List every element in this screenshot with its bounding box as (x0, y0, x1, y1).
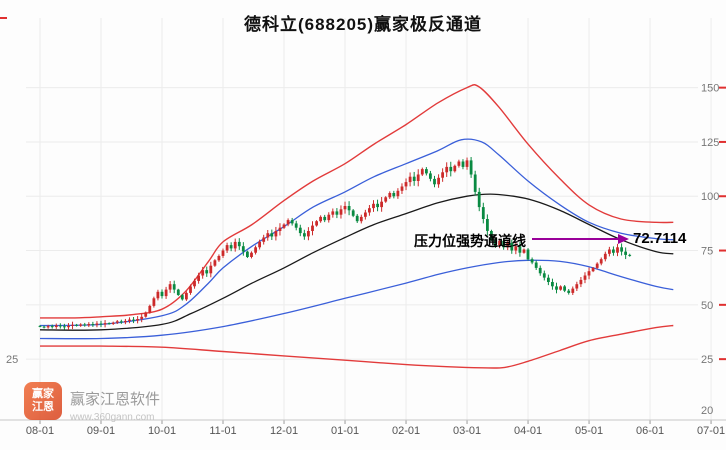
y-axis-label: 25 (701, 354, 713, 366)
x-axis-label: 07-01 (697, 425, 725, 437)
annotation-price-value: 72.7114 (633, 230, 687, 247)
candles (38, 157, 632, 331)
y-axis-label: 75 (701, 246, 713, 258)
page-title: 德科立(688205)赢家极反通道 (243, 15, 483, 34)
x-axis-label: 03-01 (453, 425, 481, 437)
x-axis-label: 06-01 (636, 425, 664, 437)
x-axis-label: 05-01 (575, 425, 603, 437)
x-axis-label: 11-01 (209, 425, 236, 437)
y-axis-label: 50 (701, 300, 713, 312)
channel-lines (39, 84, 674, 369)
y-axis-label-left: 25 (6, 354, 18, 366)
annotation-resistance-label: 压力位强势通道线 (414, 233, 526, 249)
watermark-brand: 赢家江恩软件 (70, 391, 161, 408)
x-axis-label: 10-01 (148, 425, 176, 437)
brand-logo-text: 赢家 (32, 388, 54, 400)
watermark: 赢家 江恩 赢家江恩软件 www.360gann.com (24, 382, 160, 423)
x-axis-label: 12-01 (270, 425, 298, 437)
x-axis-label: 04-01 (514, 425, 542, 437)
annotation-arrow (532, 234, 629, 244)
brand-logo: 赢家 江恩 (24, 382, 62, 420)
channel-line-middle-black (39, 193, 674, 331)
watermark-url: www.360gann.com (70, 412, 155, 423)
y-axis-label: 150 (701, 83, 719, 95)
y-axis-label: 125 (701, 137, 719, 149)
x-axis-label: 08-01 (26, 425, 54, 437)
gridlines (26, 18, 712, 420)
x-axis-label: 01-01 (331, 425, 359, 437)
channel-line-upper-blue (39, 138, 674, 327)
x-axis-label: 09-01 (87, 425, 115, 437)
y-axis-min-label: 20 (701, 405, 713, 417)
channel-line-upper-red (39, 84, 674, 319)
x-axis-label: 02-01 (392, 425, 420, 437)
brand-logo-text2: 江恩 (32, 401, 54, 413)
channel-line-lower-blue (39, 259, 674, 340)
y-axis-label: 100 (701, 191, 719, 203)
channel-line-lower-red (39, 324, 674, 369)
axis-labels: 08-01 09-01 10-01 11-01 12-01 01-01 02-01 03-01… (0, 17, 726, 437)
